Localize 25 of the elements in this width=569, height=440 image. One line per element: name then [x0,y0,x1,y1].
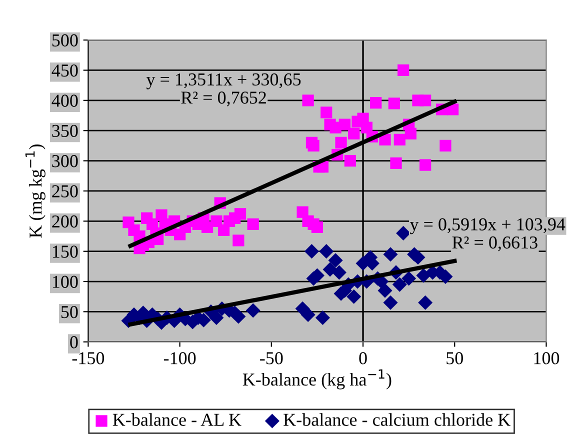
x-axis-title: K-balance (kg ha$^{−1}$) [242,369,392,390]
x-tick-label: -150 [72,352,104,364]
legend-label: K-balance - calcium chloride K [284,413,510,426]
y-tick-label: 150 [52,246,78,258]
legend-label: K-balance - AL K [112,413,242,426]
y-tick-label: 450 [52,64,78,77]
y-tick-label: 400 [52,94,78,107]
y-tick-label: 50 [61,306,78,318]
y-tick-label: 0 [70,336,78,348]
y-tick-label: 350 [52,124,78,138]
annotation: y = 1,3511x + 330,65 [146,73,301,90]
y-tick-label: 300 [52,155,78,168]
x-tick-label: -50 [260,352,283,364]
y-tick-label: 500 [52,34,78,46]
y-axis-title: K (mg kg$^{−1}$) [25,144,46,238]
annotation: R² = 0,7652 [181,92,266,106]
x-tick-label: 0 [359,352,367,364]
annotation: R² = 0,6613 [452,236,538,252]
y-tick-label: 100 [52,276,78,288]
x-tick-label: -100 [164,352,196,364]
y-tick-label: 200 [52,215,78,228]
y-tick-label: 250 [52,185,78,198]
x-tick-label: 100 [534,352,560,364]
annotation: y = 0,5919x + 103,94 [410,218,566,234]
x-tick-label: 50 [446,352,463,364]
